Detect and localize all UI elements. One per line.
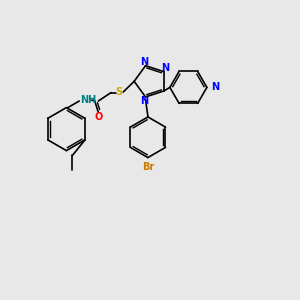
Text: N: N [211, 82, 219, 92]
Text: Br: Br [142, 162, 154, 172]
Text: N: N [140, 96, 148, 106]
Text: N: N [140, 57, 148, 67]
Text: NH: NH [80, 94, 97, 104]
Text: N: N [161, 63, 169, 73]
Text: S: S [116, 87, 123, 97]
Text: O: O [94, 112, 103, 122]
